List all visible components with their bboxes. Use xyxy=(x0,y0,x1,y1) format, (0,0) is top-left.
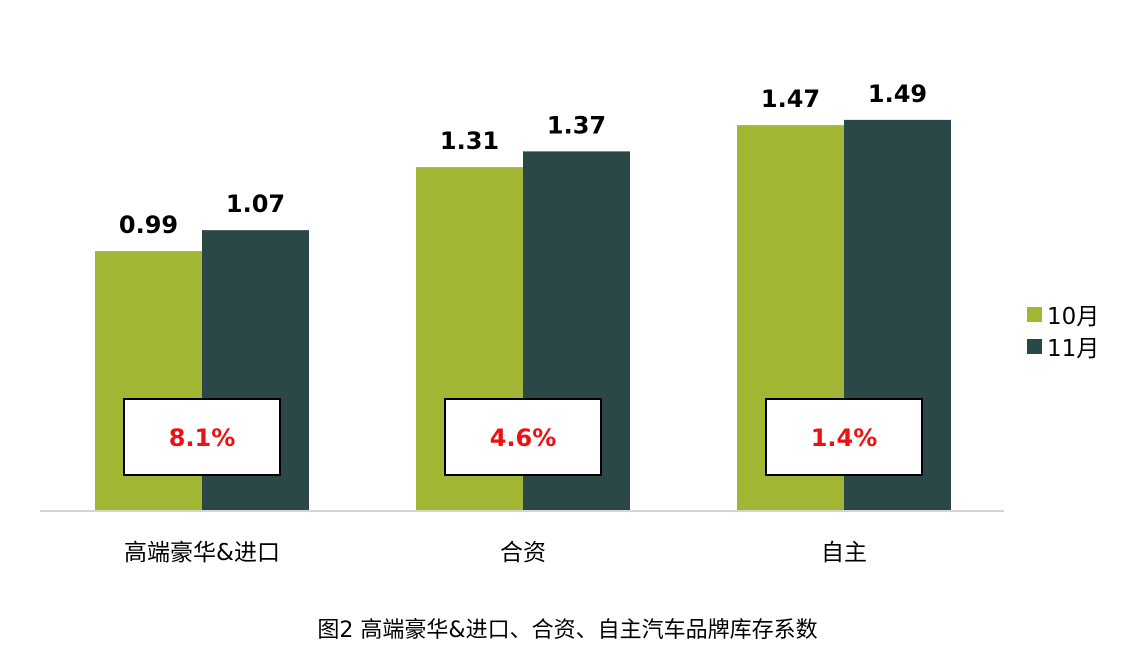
value-label-2-0: 1.47 xyxy=(761,85,820,113)
change-box-0 xyxy=(123,398,281,476)
legend-item-nov: 11月 xyxy=(1027,330,1099,362)
change-box-2 xyxy=(765,398,923,476)
category-labels-layer: 高端豪华&进口 合资 自主 xyxy=(124,540,867,566)
change-label-2: 1.4% xyxy=(811,424,878,452)
value-labels-layer: 0.99 1.07 1.31 1.37 1.47 1.49 xyxy=(119,80,927,239)
change-label-1: 4.6% xyxy=(490,424,557,452)
category-label-2: 自主 xyxy=(821,540,867,566)
chart-caption: 图2 高端豪华&进口、合资、自主汽车品牌库存系数 xyxy=(317,618,818,643)
value-label-2-1: 1.49 xyxy=(868,80,927,108)
value-label-0-0: 0.99 xyxy=(119,211,178,239)
legend-label-oct: 10月 xyxy=(1047,304,1100,330)
category-label-0: 高端豪华&进口 xyxy=(124,540,280,566)
value-label-1-0: 1.31 xyxy=(440,127,499,155)
value-label-1-1: 1.37 xyxy=(547,111,606,139)
value-label-0-1: 1.07 xyxy=(226,190,285,218)
legend-swatch-oct xyxy=(1027,306,1042,322)
change-label-0: 8.1% xyxy=(169,424,236,452)
change-boxes-layer: 8.1% 4.6% 1.4% xyxy=(123,398,923,476)
legend-swatch-nov xyxy=(1027,338,1042,354)
legend-item-oct: 10月 xyxy=(1027,298,1099,330)
category-label-1: 合资 xyxy=(500,540,546,566)
change-box-1 xyxy=(444,398,602,476)
legend: 10月 11月 xyxy=(1027,298,1099,362)
legend-label-nov: 11月 xyxy=(1047,336,1100,362)
